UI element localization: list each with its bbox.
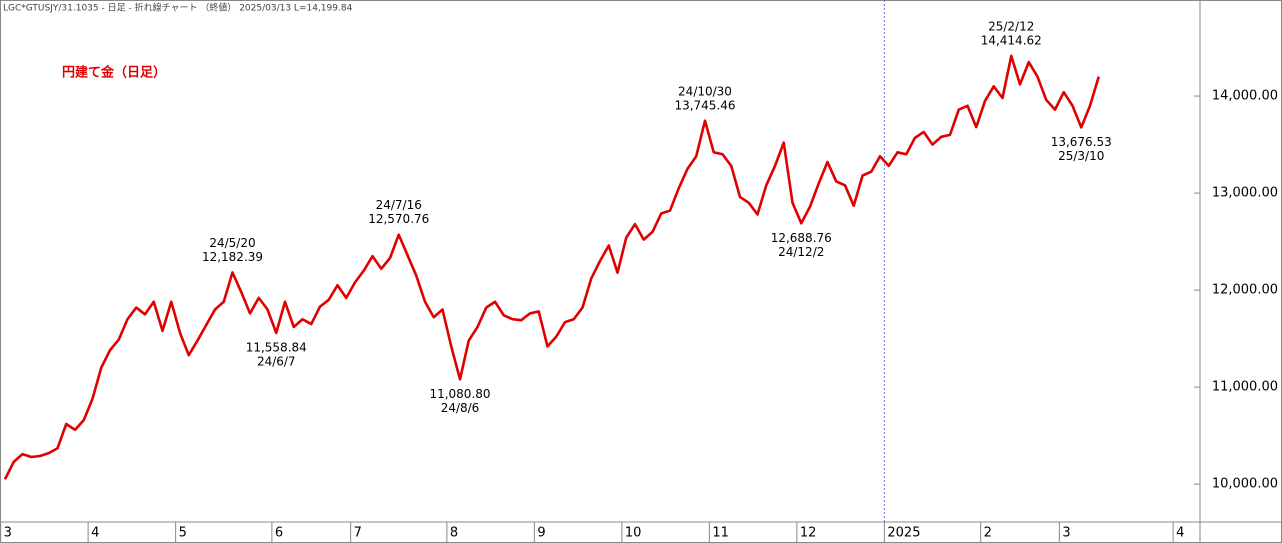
value-label: 11,558.84: [246, 340, 307, 354]
date-label: 24/8/6: [441, 401, 480, 415]
x-tick-label: 3: [4, 526, 12, 541]
date-label: 24/5/20: [209, 236, 255, 250]
x-tick-label: 7: [354, 526, 362, 541]
x-tick-label: 4: [1176, 526, 1184, 541]
y-tick-label: 10,000.00: [1212, 477, 1278, 492]
date-label: 25/3/10: [1058, 149, 1104, 163]
x-tick-label: 8: [450, 526, 458, 541]
value-label: 13,676.53: [1051, 135, 1112, 149]
date-label: 24/7/16: [376, 198, 422, 212]
value-label: 12,182.39: [202, 250, 263, 264]
header: LGC*GTUSJY/31.1035 - 日足 - 折れ線チャート （終値） 2…: [3, 2, 353, 14]
date-label: 24/12/2: [778, 245, 824, 259]
x-tick-label: 9: [537, 526, 545, 541]
value-label: 14,414.62: [981, 33, 1042, 47]
x-tick-label: 12: [800, 526, 817, 541]
x-tick-label: 5: [179, 526, 187, 541]
x-tick-label: 2025: [887, 526, 920, 541]
price-line: [3, 54, 1100, 480]
x-tick-label: 2: [984, 526, 992, 541]
date-label: 25/2/12: [988, 19, 1034, 33]
y-tick-label: 14,000.00: [1212, 89, 1278, 104]
y-tick-label: 11,000.00: [1212, 380, 1278, 395]
value-label: 12,688.76: [771, 231, 832, 245]
x-tick-label: 6: [275, 526, 283, 541]
value-label: 12,570.76: [368, 212, 429, 226]
date-label: 24/6/7: [257, 354, 296, 368]
x-tick-label: 11: [712, 526, 729, 541]
x-tick-label: 10: [625, 526, 642, 541]
x-tick-label: 3: [1062, 526, 1070, 541]
y-tick-label: 12,000.00: [1212, 283, 1278, 298]
value-label: 13,745.46: [674, 98, 735, 112]
value-label: 11,080.80: [429, 387, 490, 401]
x-tick-label: 4: [91, 526, 99, 541]
chart-title: 円建て金（日足）: [62, 65, 166, 81]
date-label: 24/10/30: [678, 84, 732, 98]
y-tick-label: 13,000.00: [1212, 186, 1278, 201]
